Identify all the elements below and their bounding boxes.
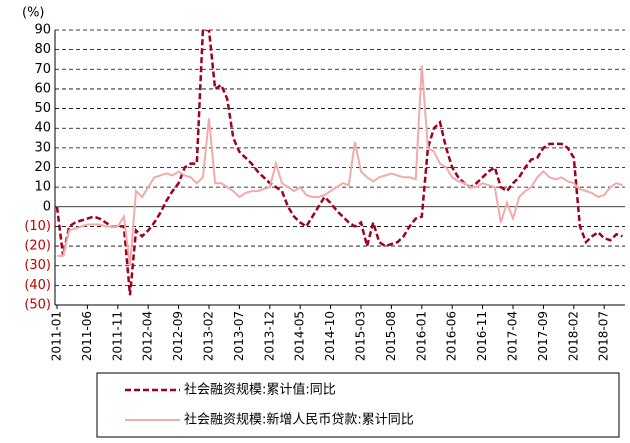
x-tick-label: 2015-03 <box>354 311 368 361</box>
x-tick-label: 2014-10 <box>323 311 337 361</box>
y-tick-label: 70 <box>34 62 51 77</box>
y-tick-label: (50) <box>24 298 51 313</box>
series-line <box>55 30 623 296</box>
x-tick-label: 2013-07 <box>232 311 246 361</box>
y-tick-label: 10 <box>34 180 51 195</box>
y-tick-label: 20 <box>34 160 51 175</box>
y-tick-label: 90 <box>34 23 51 38</box>
x-tick-label: 2018-07 <box>597 311 611 361</box>
x-tick-label: 2011-11 <box>110 311 124 361</box>
legend-label: 社会融资规模:累计值:同比 <box>184 382 336 398</box>
x-tick-label: 2017-09 <box>536 311 550 361</box>
series-line <box>57 65 623 266</box>
y-axis-label: (%) <box>22 6 45 21</box>
legend-label: 社会融资规模:新增人民币贷款:累计同比 <box>184 412 414 428</box>
x-tick-label: 2013-12 <box>262 311 276 361</box>
x-tick-label: 2018-02 <box>566 311 580 361</box>
y-tick-label: 50 <box>34 101 51 116</box>
y-tick-label: (30) <box>24 258 51 273</box>
y-tick-label: (20) <box>24 239 51 254</box>
y-tick-label: 40 <box>34 121 51 136</box>
x-tick-label: 2011-06 <box>80 311 94 361</box>
x-tick-label: 2016-01 <box>414 311 428 361</box>
y-tick-label: 0 <box>43 199 51 214</box>
legend-box <box>96 372 620 438</box>
x-tick-label: 2015-08 <box>384 311 398 361</box>
y-tick-label: 30 <box>34 140 51 155</box>
y-tick-label: 80 <box>34 42 51 57</box>
x-tick-label: 2016-11 <box>475 311 489 361</box>
y-tick-label: 60 <box>34 81 51 96</box>
y-tick-label: (40) <box>24 278 51 293</box>
x-tick-label: 2011-01 <box>50 311 64 361</box>
x-tick-label: 2012-04 <box>141 311 155 361</box>
x-tick-label: 2013-02 <box>202 311 216 361</box>
x-tick-label: 2017-04 <box>506 311 520 361</box>
y-tick-label: (10) <box>24 219 51 234</box>
x-tick-label: 2016-06 <box>445 311 459 361</box>
x-tick-label: 2014-05 <box>293 311 307 361</box>
x-tick-label: 2012-09 <box>171 311 185 361</box>
